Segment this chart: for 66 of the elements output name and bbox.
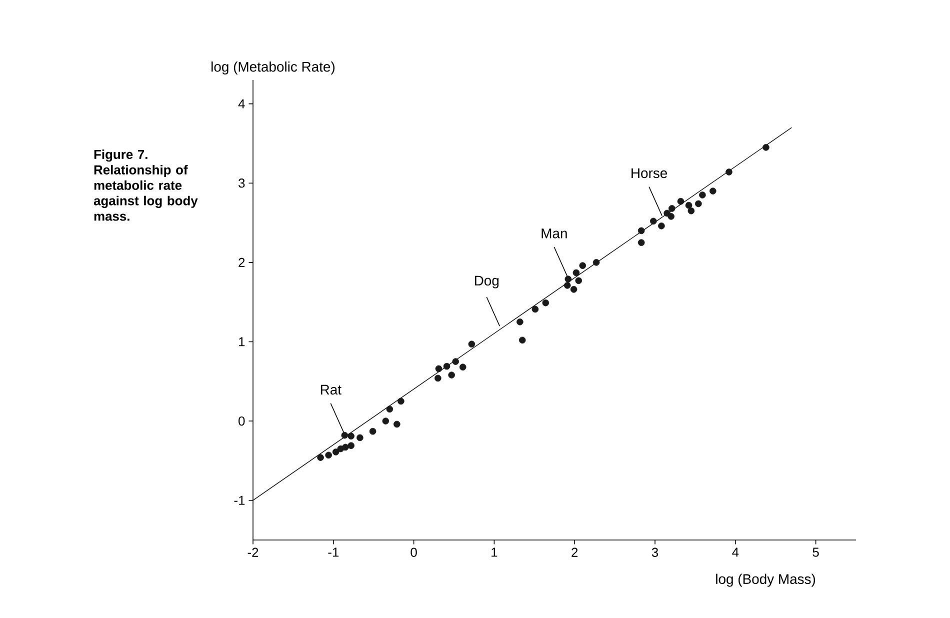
point [575,277,582,284]
x-axis-title: log (Body Mass) [716,574,816,587]
point [709,188,716,194]
x-tick-label: 0 [410,548,417,557]
point [443,362,450,370]
point [386,406,394,413]
point [570,286,578,293]
text: Figure 7. Relationship of metabolic rate against log body mass. [94,150,198,221]
y-tick-label: 2 [238,258,245,267]
point [317,454,324,461]
point [448,372,455,378]
point [668,213,674,220]
point [452,358,460,365]
point [695,200,702,208]
point [592,259,600,266]
point [532,306,539,313]
y-tick-label: 3 [238,178,245,188]
x-tick-label: 3 [652,548,658,557]
point [699,192,706,198]
point [468,340,476,348]
x-tick-label: 4 [732,548,739,557]
point [668,205,676,212]
annotation: Man [542,228,567,238]
point [564,276,572,282]
annotation: Dog [474,276,499,288]
point [398,398,404,405]
x-tick-label: -1 [328,548,339,557]
point [688,207,695,214]
point [518,336,526,344]
point [726,168,732,176]
annotation: Rat [320,384,342,395]
x-tick-label: 5 [812,548,819,557]
point [658,222,665,230]
point [382,418,390,424]
y-tick-label: 4 [238,99,245,108]
y-tick-label: 0 [238,416,245,426]
point [356,434,364,442]
y-axis-title: log (Metabolic Rate) [212,61,335,74]
point [572,269,580,276]
point [435,365,442,372]
point [348,432,354,440]
point [394,420,400,428]
point [459,364,466,371]
point [369,428,376,435]
point [579,262,586,269]
x-tick-label: 1 [492,548,498,557]
y-tick-label: -1 [234,496,245,505]
point [348,442,354,450]
x-tick-label: -2 [248,548,258,557]
point [685,202,692,209]
point [434,374,442,382]
point [650,218,657,225]
point [325,452,332,459]
point [564,282,571,289]
point [677,198,684,205]
point [542,299,550,306]
x-tick-label: 2 [572,548,578,557]
point [342,444,349,451]
point [332,448,340,456]
point [638,227,645,234]
annotation: Horse [632,168,668,178]
point [516,318,524,326]
point [762,144,770,151]
y-tick-label: 1 [239,337,245,346]
point [638,239,645,246]
point [341,432,348,439]
